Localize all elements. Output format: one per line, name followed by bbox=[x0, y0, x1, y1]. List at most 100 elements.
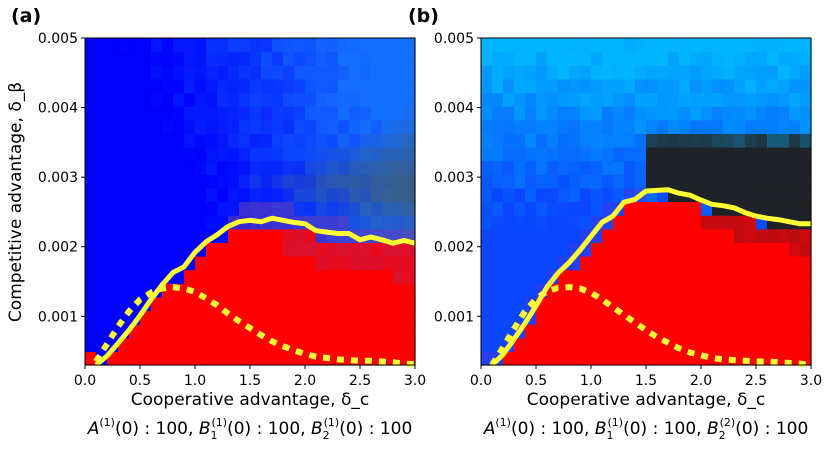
heatmap-cell bbox=[800, 187, 812, 203]
heatmap-cell bbox=[701, 296, 713, 312]
heatmap-cell bbox=[668, 296, 680, 312]
heatmap-cell bbox=[679, 78, 691, 94]
heatmap-cell bbox=[305, 228, 317, 243]
heatmap-cell bbox=[591, 269, 603, 284]
heatmap-cell bbox=[503, 106, 515, 121]
heatmap-cell bbox=[547, 310, 559, 325]
heatmap-cell bbox=[624, 160, 636, 175]
heatmap-cell bbox=[228, 78, 240, 94]
heatmap-cell bbox=[624, 215, 636, 230]
heatmap-cell bbox=[107, 228, 119, 243]
heatmap-cell bbox=[129, 310, 141, 325]
heatmap-cell bbox=[239, 269, 251, 284]
heatmap-cell bbox=[492, 51, 504, 66]
heatmap-cell bbox=[305, 351, 317, 366]
heatmap-cell bbox=[745, 324, 757, 339]
heatmap-cell bbox=[602, 160, 614, 175]
heatmap-cell bbox=[382, 106, 394, 121]
heatmap-cell bbox=[173, 215, 185, 230]
heatmap-cell bbox=[580, 106, 592, 121]
heatmap-cell bbox=[591, 324, 603, 339]
heatmap-cell bbox=[701, 147, 713, 162]
heatmap-cell bbox=[624, 65, 636, 80]
heatmap-cell bbox=[613, 119, 625, 134]
heatmap-cell bbox=[701, 201, 713, 216]
heatmap-cell bbox=[767, 174, 779, 189]
heatmap-cell bbox=[294, 310, 306, 325]
heatmap-cell bbox=[624, 324, 636, 339]
heatmap-cell bbox=[481, 215, 493, 230]
heatmap-cell bbox=[283, 228, 295, 243]
heatmap-cell bbox=[371, 269, 383, 284]
heatmap-cell bbox=[283, 78, 295, 94]
x-tick-label: 2.0 bbox=[294, 373, 316, 389]
heatmap-cell bbox=[118, 269, 130, 284]
heatmap-cell bbox=[338, 78, 350, 94]
heatmap-cell bbox=[140, 38, 152, 53]
heatmap-cell bbox=[547, 106, 559, 121]
heatmap-cell bbox=[85, 187, 97, 203]
heatmap-cell bbox=[228, 296, 240, 312]
heatmap-cell bbox=[580, 65, 592, 80]
x-tick-label: 2.5 bbox=[745, 373, 767, 389]
heatmap-cell bbox=[558, 337, 570, 352]
heatmap-cell bbox=[118, 201, 130, 216]
heatmap-cell bbox=[129, 296, 141, 312]
heatmap-cell bbox=[712, 324, 724, 339]
heatmap-cell bbox=[701, 228, 713, 243]
heatmap-cell bbox=[514, 174, 526, 189]
heatmap-cell bbox=[305, 174, 317, 189]
heatmap-cell bbox=[569, 106, 581, 121]
heatmap-cell bbox=[382, 174, 394, 189]
heatmap-cell bbox=[228, 187, 240, 203]
heatmap-cell bbox=[679, 65, 691, 80]
heatmap-cell bbox=[239, 351, 251, 366]
heatmap-cell bbox=[261, 78, 273, 94]
heatmap-cell bbox=[228, 201, 240, 216]
heatmap-cell bbox=[536, 215, 548, 230]
heatmap-cell bbox=[580, 296, 592, 312]
heatmap-cell bbox=[591, 242, 603, 257]
heatmap-cell bbox=[239, 256, 251, 271]
heatmap-cell bbox=[701, 187, 713, 203]
y-tick-label: 0.003 bbox=[38, 170, 78, 186]
heatmap-cell bbox=[206, 133, 218, 148]
heatmap-cell bbox=[756, 65, 768, 80]
heatmap-cell bbox=[393, 106, 405, 121]
heatmap-cell bbox=[635, 215, 647, 230]
heatmap-cell bbox=[173, 228, 185, 243]
heatmap-cell bbox=[228, 174, 240, 189]
heatmap-cell bbox=[338, 269, 350, 284]
heatmap-cell bbox=[217, 269, 229, 284]
heatmap-cell bbox=[349, 92, 361, 107]
heatmap-cell bbox=[789, 133, 801, 148]
heatmap-cell bbox=[404, 133, 416, 148]
heatmap-cell bbox=[250, 201, 262, 216]
heatmap-cell bbox=[591, 78, 603, 94]
heatmap-cell bbox=[217, 92, 229, 107]
heatmap-cell bbox=[140, 310, 152, 325]
heatmap-cell bbox=[349, 160, 361, 175]
heatmap-cell bbox=[305, 256, 317, 271]
heatmap-cell bbox=[294, 337, 306, 352]
heatmap-cell bbox=[173, 187, 185, 203]
heatmap-cell bbox=[294, 228, 306, 243]
heatmap-cell bbox=[514, 215, 526, 230]
heatmap-cell bbox=[239, 283, 251, 298]
heatmap-cell bbox=[613, 296, 625, 312]
heatmap-cell bbox=[217, 147, 229, 162]
heatmap-cell bbox=[151, 187, 163, 203]
heatmap-cell bbox=[668, 106, 680, 121]
heatmap-cell bbox=[800, 106, 812, 121]
heatmap-cell bbox=[250, 256, 262, 271]
heatmap-cell bbox=[745, 147, 757, 162]
y-tick-label: 0.001 bbox=[434, 309, 474, 325]
heatmap-cell bbox=[800, 65, 812, 80]
heatmap-cell bbox=[371, 201, 383, 216]
heatmap-cell bbox=[503, 256, 515, 271]
heatmap-cell bbox=[195, 337, 207, 352]
heatmap-cell bbox=[767, 160, 779, 175]
heatmap-cell bbox=[118, 147, 130, 162]
y-tick-label: 0.005 bbox=[38, 31, 78, 47]
heatmap-cell bbox=[283, 296, 295, 312]
